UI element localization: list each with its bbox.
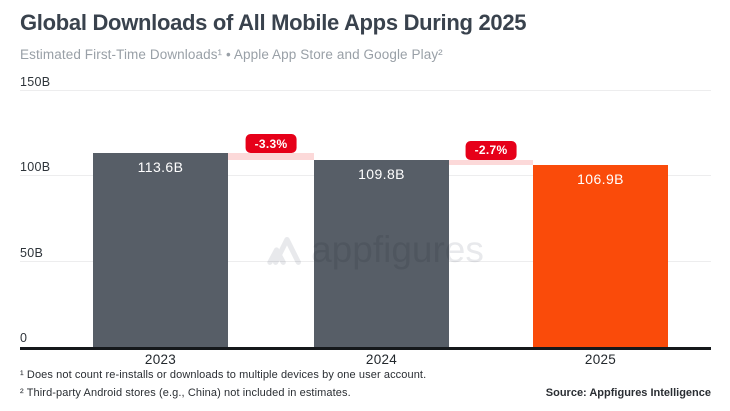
x-axis-label-2024: 2024 <box>365 352 398 367</box>
bar-value-label-2023: 113.6B <box>137 159 184 176</box>
chart-subtitle: Estimated First-Time Downloads¹ • Apple … <box>20 47 443 62</box>
appfigures-logo-icon <box>267 236 301 265</box>
gridline-150b <box>20 90 711 91</box>
bar-value-label-2025: 106.9B <box>577 170 624 187</box>
footnote-2: ² Third-party Android stores (e.g., Chin… <box>20 387 351 399</box>
watermark-text: appfigures <box>311 229 484 270</box>
y-tick-label-0: 0 <box>20 331 28 345</box>
x-axis-baseline <box>20 347 711 350</box>
x-axis-label-2023: 2023 <box>144 352 177 367</box>
x-axis-label-2025: 2025 <box>584 352 617 367</box>
y-tick-label-50b: 50B <box>20 245 44 260</box>
bar-2023: 113.6B <box>93 153 228 347</box>
footnote-1: ¹ Does not count re-installs or download… <box>20 369 427 381</box>
bar-2024: 109.8B <box>314 159 449 347</box>
page-title: Global Downloads of All Mobile Apps Duri… <box>20 10 527 35</box>
bar-2025: 106.9B <box>533 164 668 347</box>
y-tick-label-100b: 100B <box>20 160 51 175</box>
source-credit: Source: Appfigures Intelligence <box>545 387 711 399</box>
bar-value-label-2024: 109.8B <box>358 165 405 182</box>
y-tick-label-150b: 150B <box>20 75 51 89</box>
appfigures-watermark: appfigures <box>266 229 484 271</box>
change-badge-2024-2025: -2.7% <box>465 140 517 160</box>
change-badge-2023-2024: -3.3% <box>245 134 297 154</box>
decline-band-2023-2024 <box>228 153 314 160</box>
decline-band-2024-2025 <box>449 159 533 165</box>
